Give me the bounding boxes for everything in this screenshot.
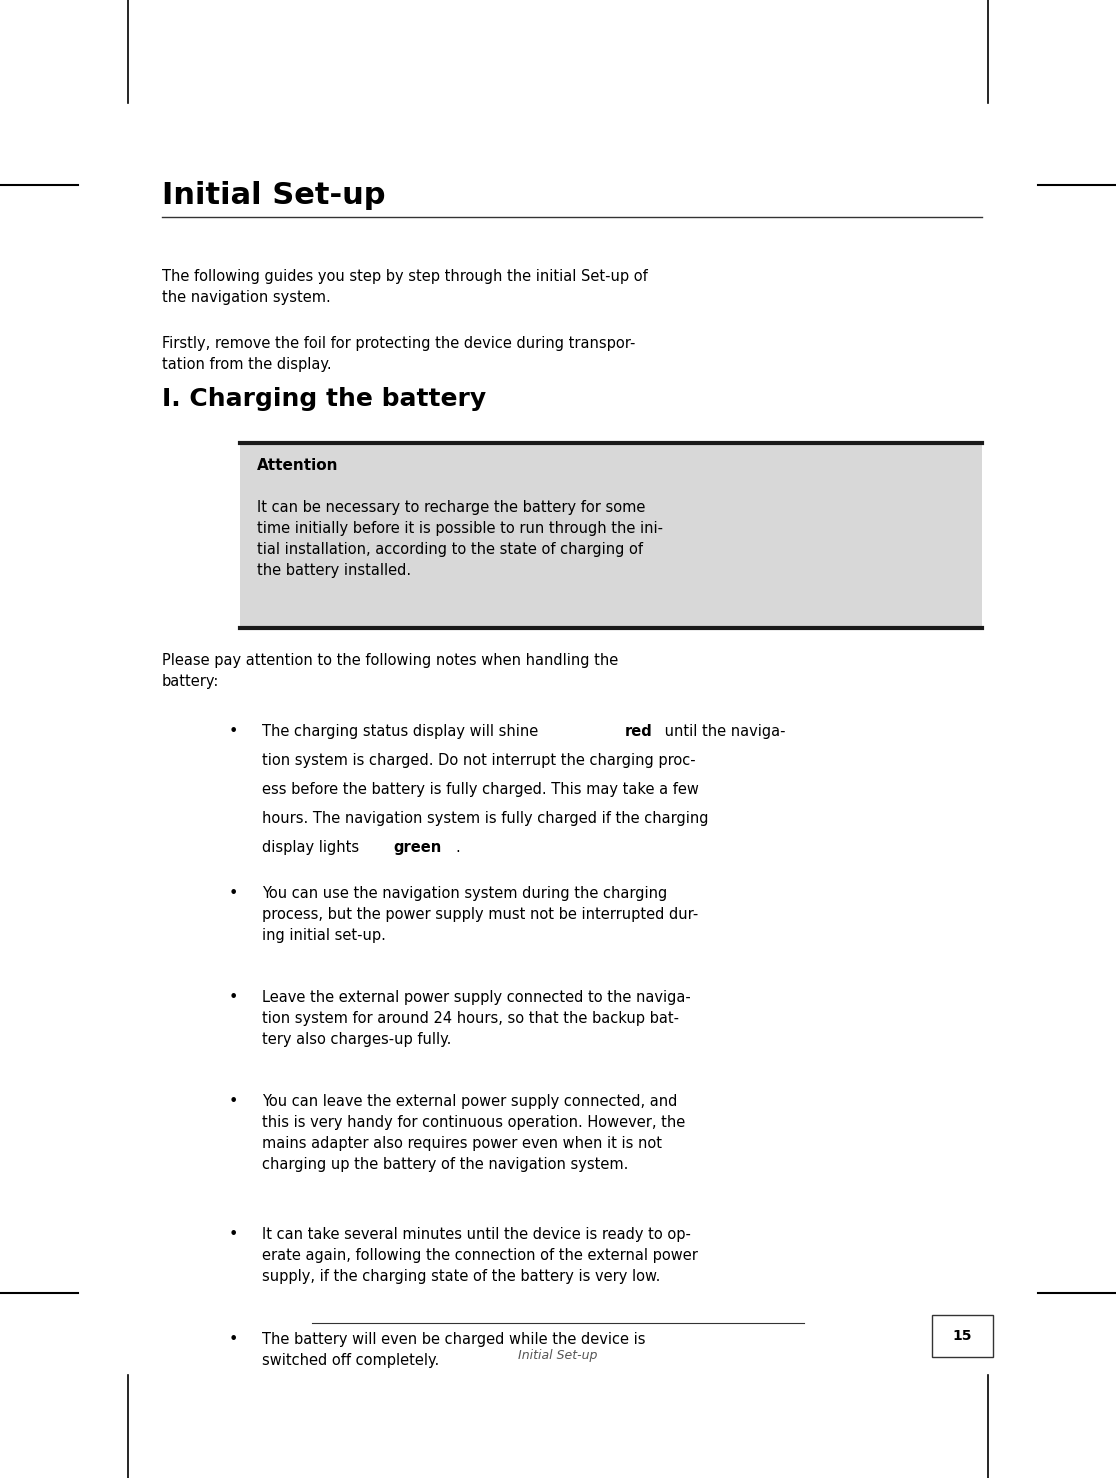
Text: •: • (229, 724, 238, 739)
Text: hours. The navigation system is fully charged if the charging: hours. The navigation system is fully ch… (262, 810, 709, 826)
FancyBboxPatch shape (240, 443, 982, 628)
Text: You can use the navigation system during the charging
process, but the power sup: You can use the navigation system during… (262, 885, 699, 943)
Text: The charging status display will shine: The charging status display will shine (262, 724, 543, 739)
Text: display lights: display lights (262, 840, 364, 854)
Text: tion system is charged. Do not interrupt the charging proc-: tion system is charged. Do not interrupt… (262, 754, 696, 769)
Text: I. Charging the battery: I. Charging the battery (162, 387, 485, 411)
Text: Please pay attention to the following notes when handling the
battery:: Please pay attention to the following no… (162, 653, 618, 689)
Text: The battery will even be charged while the device is
switched off completely.: The battery will even be charged while t… (262, 1332, 646, 1367)
Text: green: green (394, 840, 442, 854)
Text: Attention: Attention (257, 458, 338, 473)
Text: It can be necessary to recharge the battery for some
time initially before it is: It can be necessary to recharge the batt… (257, 500, 663, 578)
Text: •: • (229, 990, 238, 1005)
Text: until the naviga-: until the naviga- (661, 724, 786, 739)
Text: Initial Set-up: Initial Set-up (162, 180, 385, 210)
Text: red: red (625, 724, 653, 739)
Text: It can take several minutes until the device is ready to op-
erate again, follow: It can take several minutes until the de… (262, 1227, 699, 1284)
Text: You can leave the external power supply connected, and
this is very handy for co: You can leave the external power supply … (262, 1094, 685, 1172)
Text: Firstly, remove the foil for protecting the device during transpor-
tation from : Firstly, remove the foil for protecting … (162, 336, 635, 371)
Text: .: . (455, 840, 461, 854)
Text: •: • (229, 885, 238, 902)
Text: Leave the external power supply connected to the naviga-
tion system for around : Leave the external power supply connecte… (262, 990, 691, 1048)
Text: ess before the battery is fully charged. This may take a few: ess before the battery is fully charged.… (262, 782, 699, 797)
Text: •: • (229, 1332, 238, 1346)
Text: The following guides you step by step through the initial Set-up of
the navigati: The following guides you step by step th… (162, 269, 647, 304)
Text: Initial Set-up: Initial Set-up (518, 1349, 598, 1363)
Text: 15: 15 (953, 1329, 972, 1344)
Text: •: • (229, 1227, 238, 1243)
FancyBboxPatch shape (932, 1315, 993, 1357)
Text: •: • (229, 1094, 238, 1110)
